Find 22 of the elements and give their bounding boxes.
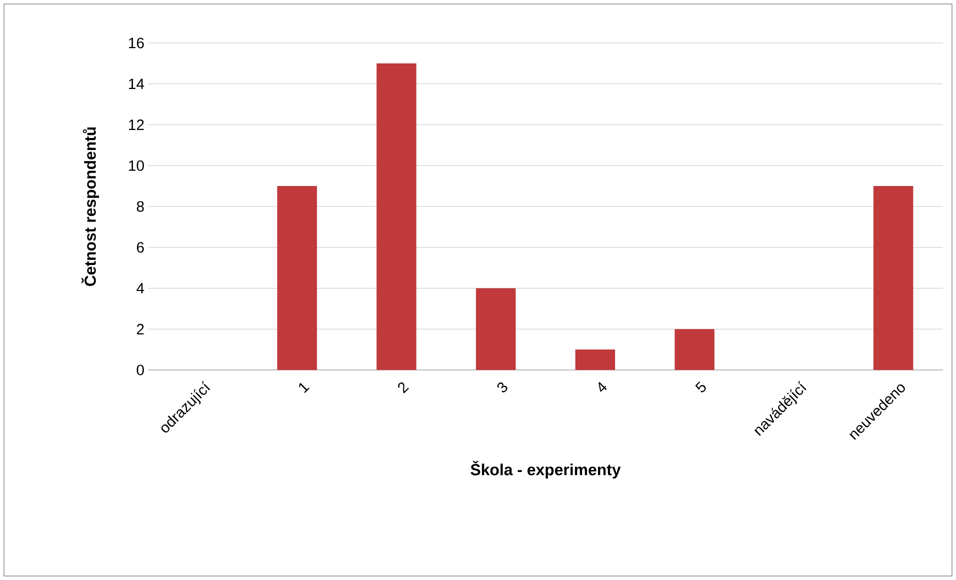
- y-tick-label: 0: [136, 364, 144, 376]
- bar: [476, 288, 516, 370]
- bar: [575, 350, 616, 370]
- y-tick-label: 2: [136, 324, 144, 334]
- x-tick-label: 1: [299, 382, 310, 393]
- x-tick-label: 2: [398, 382, 409, 394]
- y-tick-label: 10: [129, 160, 144, 171]
- y-tick-label: 12: [129, 120, 144, 130]
- x-tick-label: 3: [497, 382, 508, 392]
- y-tick-label: 6: [136, 242, 144, 253]
- bar: [674, 329, 714, 370]
- y-tick-label: 16: [129, 38, 144, 48]
- bar: [277, 186, 317, 370]
- bar: [376, 63, 416, 370]
- y-tick-label: 8: [136, 201, 144, 212]
- x-axis-title: Škola - experimenty: [470, 460, 621, 478]
- y-tick-label: 14: [129, 78, 144, 89]
- x-tick-label: 5: [695, 382, 706, 392]
- bar: [873, 186, 914, 370]
- x-tick-label: 4: [598, 382, 607, 392]
- y-axis-title: Četnost respondentů: [81, 127, 100, 286]
- y-tick-label: 4: [136, 283, 144, 294]
